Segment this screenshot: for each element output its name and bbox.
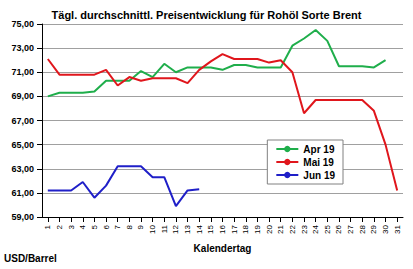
svg-text:8: 8: [125, 224, 134, 229]
svg-text:67,00: 67,00: [11, 116, 34, 126]
svg-text:59,00: 59,00: [11, 212, 34, 222]
svg-text:16: 16: [218, 224, 227, 233]
svg-text:71,00: 71,00: [11, 67, 34, 77]
svg-text:1: 1: [43, 224, 52, 229]
svg-text:Jun 19: Jun 19: [303, 170, 335, 181]
svg-text:2: 2: [55, 224, 64, 229]
svg-text:61,00: 61,00: [11, 188, 34, 198]
svg-text:30: 30: [381, 224, 390, 233]
svg-text:27: 27: [346, 224, 355, 233]
svg-text:Tägl. durchschnittl. Preisentw: Tägl. durchschnittl. Preisentwicklung fü…: [52, 9, 362, 21]
svg-text:20: 20: [265, 224, 274, 233]
svg-text:23: 23: [300, 224, 309, 233]
svg-text:31: 31: [393, 224, 402, 233]
svg-text:11: 11: [160, 224, 169, 233]
svg-text:9: 9: [136, 224, 145, 229]
svg-text:10: 10: [148, 224, 157, 233]
svg-text:73,00: 73,00: [11, 43, 34, 53]
svg-text:65,00: 65,00: [11, 140, 34, 150]
svg-text:15: 15: [206, 224, 215, 233]
svg-text:13: 13: [183, 224, 192, 233]
svg-text:3: 3: [67, 224, 76, 229]
svg-text:69,00: 69,00: [11, 91, 34, 101]
svg-text:4: 4: [78, 224, 87, 229]
svg-text:25: 25: [323, 224, 332, 233]
svg-text:17: 17: [230, 224, 239, 233]
svg-text:28: 28: [358, 224, 367, 233]
svg-text:26: 26: [334, 224, 343, 233]
svg-text:24: 24: [311, 224, 320, 233]
svg-text:Mai 19: Mai 19: [303, 157, 334, 168]
svg-text:Apr 19: Apr 19: [303, 144, 335, 155]
svg-text:29: 29: [369, 224, 378, 233]
svg-text:7: 7: [113, 224, 122, 229]
svg-text:19: 19: [253, 224, 262, 233]
svg-text:22: 22: [288, 224, 297, 233]
svg-text:USD/Barrel: USD/Barrel: [4, 253, 57, 264]
svg-text:75,00: 75,00: [11, 19, 34, 29]
svg-text:63,00: 63,00: [11, 164, 34, 174]
svg-text:Kalendertag: Kalendertag: [194, 243, 252, 254]
svg-text:18: 18: [241, 224, 250, 233]
svg-text:14: 14: [195, 224, 204, 233]
svg-text:12: 12: [171, 224, 180, 233]
svg-text:5: 5: [90, 224, 99, 229]
svg-text:6: 6: [102, 224, 111, 229]
svg-text:21: 21: [276, 224, 285, 233]
